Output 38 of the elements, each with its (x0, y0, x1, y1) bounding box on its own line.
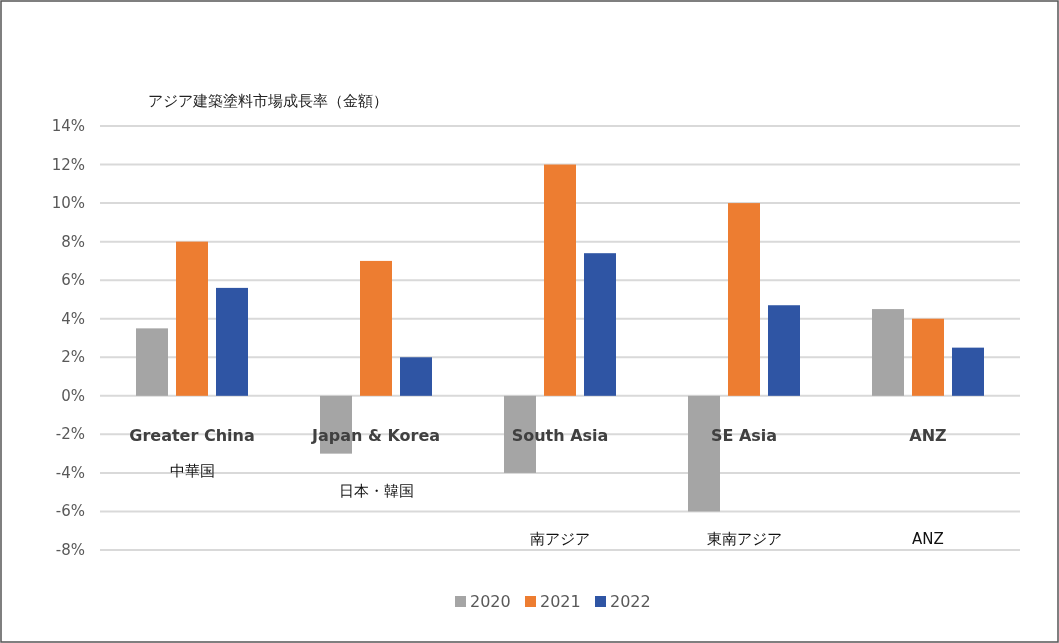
x-tick-label: SE Asia (710, 425, 778, 445)
bar (136, 328, 168, 396)
y-tick-label: -4% (55, 463, 85, 482)
legend-label: 2021 (540, 592, 581, 611)
y-tick-label: 6% (61, 271, 85, 290)
annotation: 中華国 (169, 461, 215, 480)
annotation: 日本・韓国 (338, 481, 414, 500)
bar (584, 253, 616, 396)
bar (360, 260, 392, 396)
bar (216, 287, 248, 396)
annotation: ANZ (912, 529, 944, 548)
y-tick-label: 14% (51, 117, 85, 135)
x-tick-label: South Asia (511, 425, 609, 445)
bar (912, 318, 944, 396)
bar (400, 357, 432, 396)
x-tick-label: ANZ (909, 425, 947, 445)
x-tick-label: Japan & Korea (310, 425, 441, 445)
annotation: 南アジア (530, 529, 590, 548)
bar (952, 347, 984, 396)
bar (872, 309, 904, 396)
legend-label: 2022 (610, 592, 651, 611)
y-tick-label: -6% (55, 502, 85, 521)
bar (768, 305, 800, 396)
y-tick-label: -2% (55, 425, 85, 444)
y-tick-label: 2% (61, 348, 85, 367)
y-tick-label: 0% (61, 386, 85, 405)
legend-label: 2020 (470, 592, 511, 611)
y-tick-label: 8% (61, 232, 85, 251)
annotation: 東南アジア (706, 529, 782, 548)
bar (176, 241, 208, 396)
chart-title: アジア建築塗料市場成長率（金額） (148, 92, 388, 110)
bar (544, 164, 576, 396)
x-tick-label: Greater China (129, 425, 255, 445)
y-tick-label: 12% (51, 155, 85, 174)
y-tick-label: -8% (55, 541, 85, 559)
y-tick-label: 10% (51, 194, 85, 213)
bar (728, 203, 760, 396)
y-tick-label: 4% (61, 309, 85, 328)
